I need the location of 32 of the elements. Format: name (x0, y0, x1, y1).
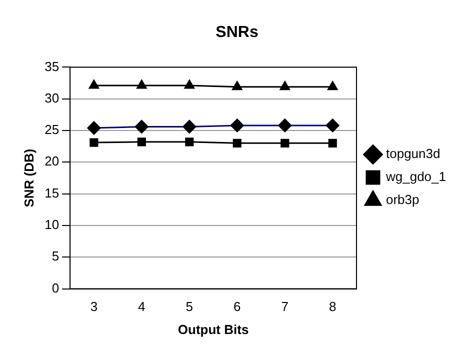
y-axis-title: SNR (DB) (21, 148, 36, 208)
point (328, 138, 337, 148)
y-tick-label: 30 (44, 90, 60, 106)
x-tick-label: 6 (234, 299, 241, 314)
y-tick-label: 0 (52, 280, 60, 296)
chart-title: SNRs (216, 24, 258, 42)
y-tick-label: 25 (44, 122, 60, 138)
y-tick-label: 10 (44, 217, 60, 232)
point (280, 138, 290, 148)
point (280, 81, 290, 90)
point (136, 80, 147, 89)
y-tick-label: 5 (52, 248, 60, 264)
legend-label: wg_gdo_1 (385, 169, 446, 184)
x-tick-label: 7 (281, 299, 289, 314)
x-tick-label: 5 (186, 299, 194, 314)
point (184, 80, 194, 89)
point (232, 81, 242, 90)
legend-label: orb3p (386, 192, 420, 208)
point (137, 138, 146, 146)
y-tick-label: 20 (44, 154, 60, 169)
point (328, 81, 338, 90)
x-tick-label: 8 (329, 299, 336, 314)
y-tick-label: 15 (44, 185, 60, 200)
point (88, 80, 100, 89)
point (232, 138, 242, 148)
x-tick-label: 3 (90, 299, 98, 314)
x-axis-title: Output Bits (178, 322, 249, 337)
legend-label: topgun3d (386, 146, 440, 162)
y-tick-label: 35 (44, 58, 60, 74)
point (90, 138, 98, 147)
x-tick-label: 4 (138, 299, 146, 314)
point (185, 138, 194, 146)
